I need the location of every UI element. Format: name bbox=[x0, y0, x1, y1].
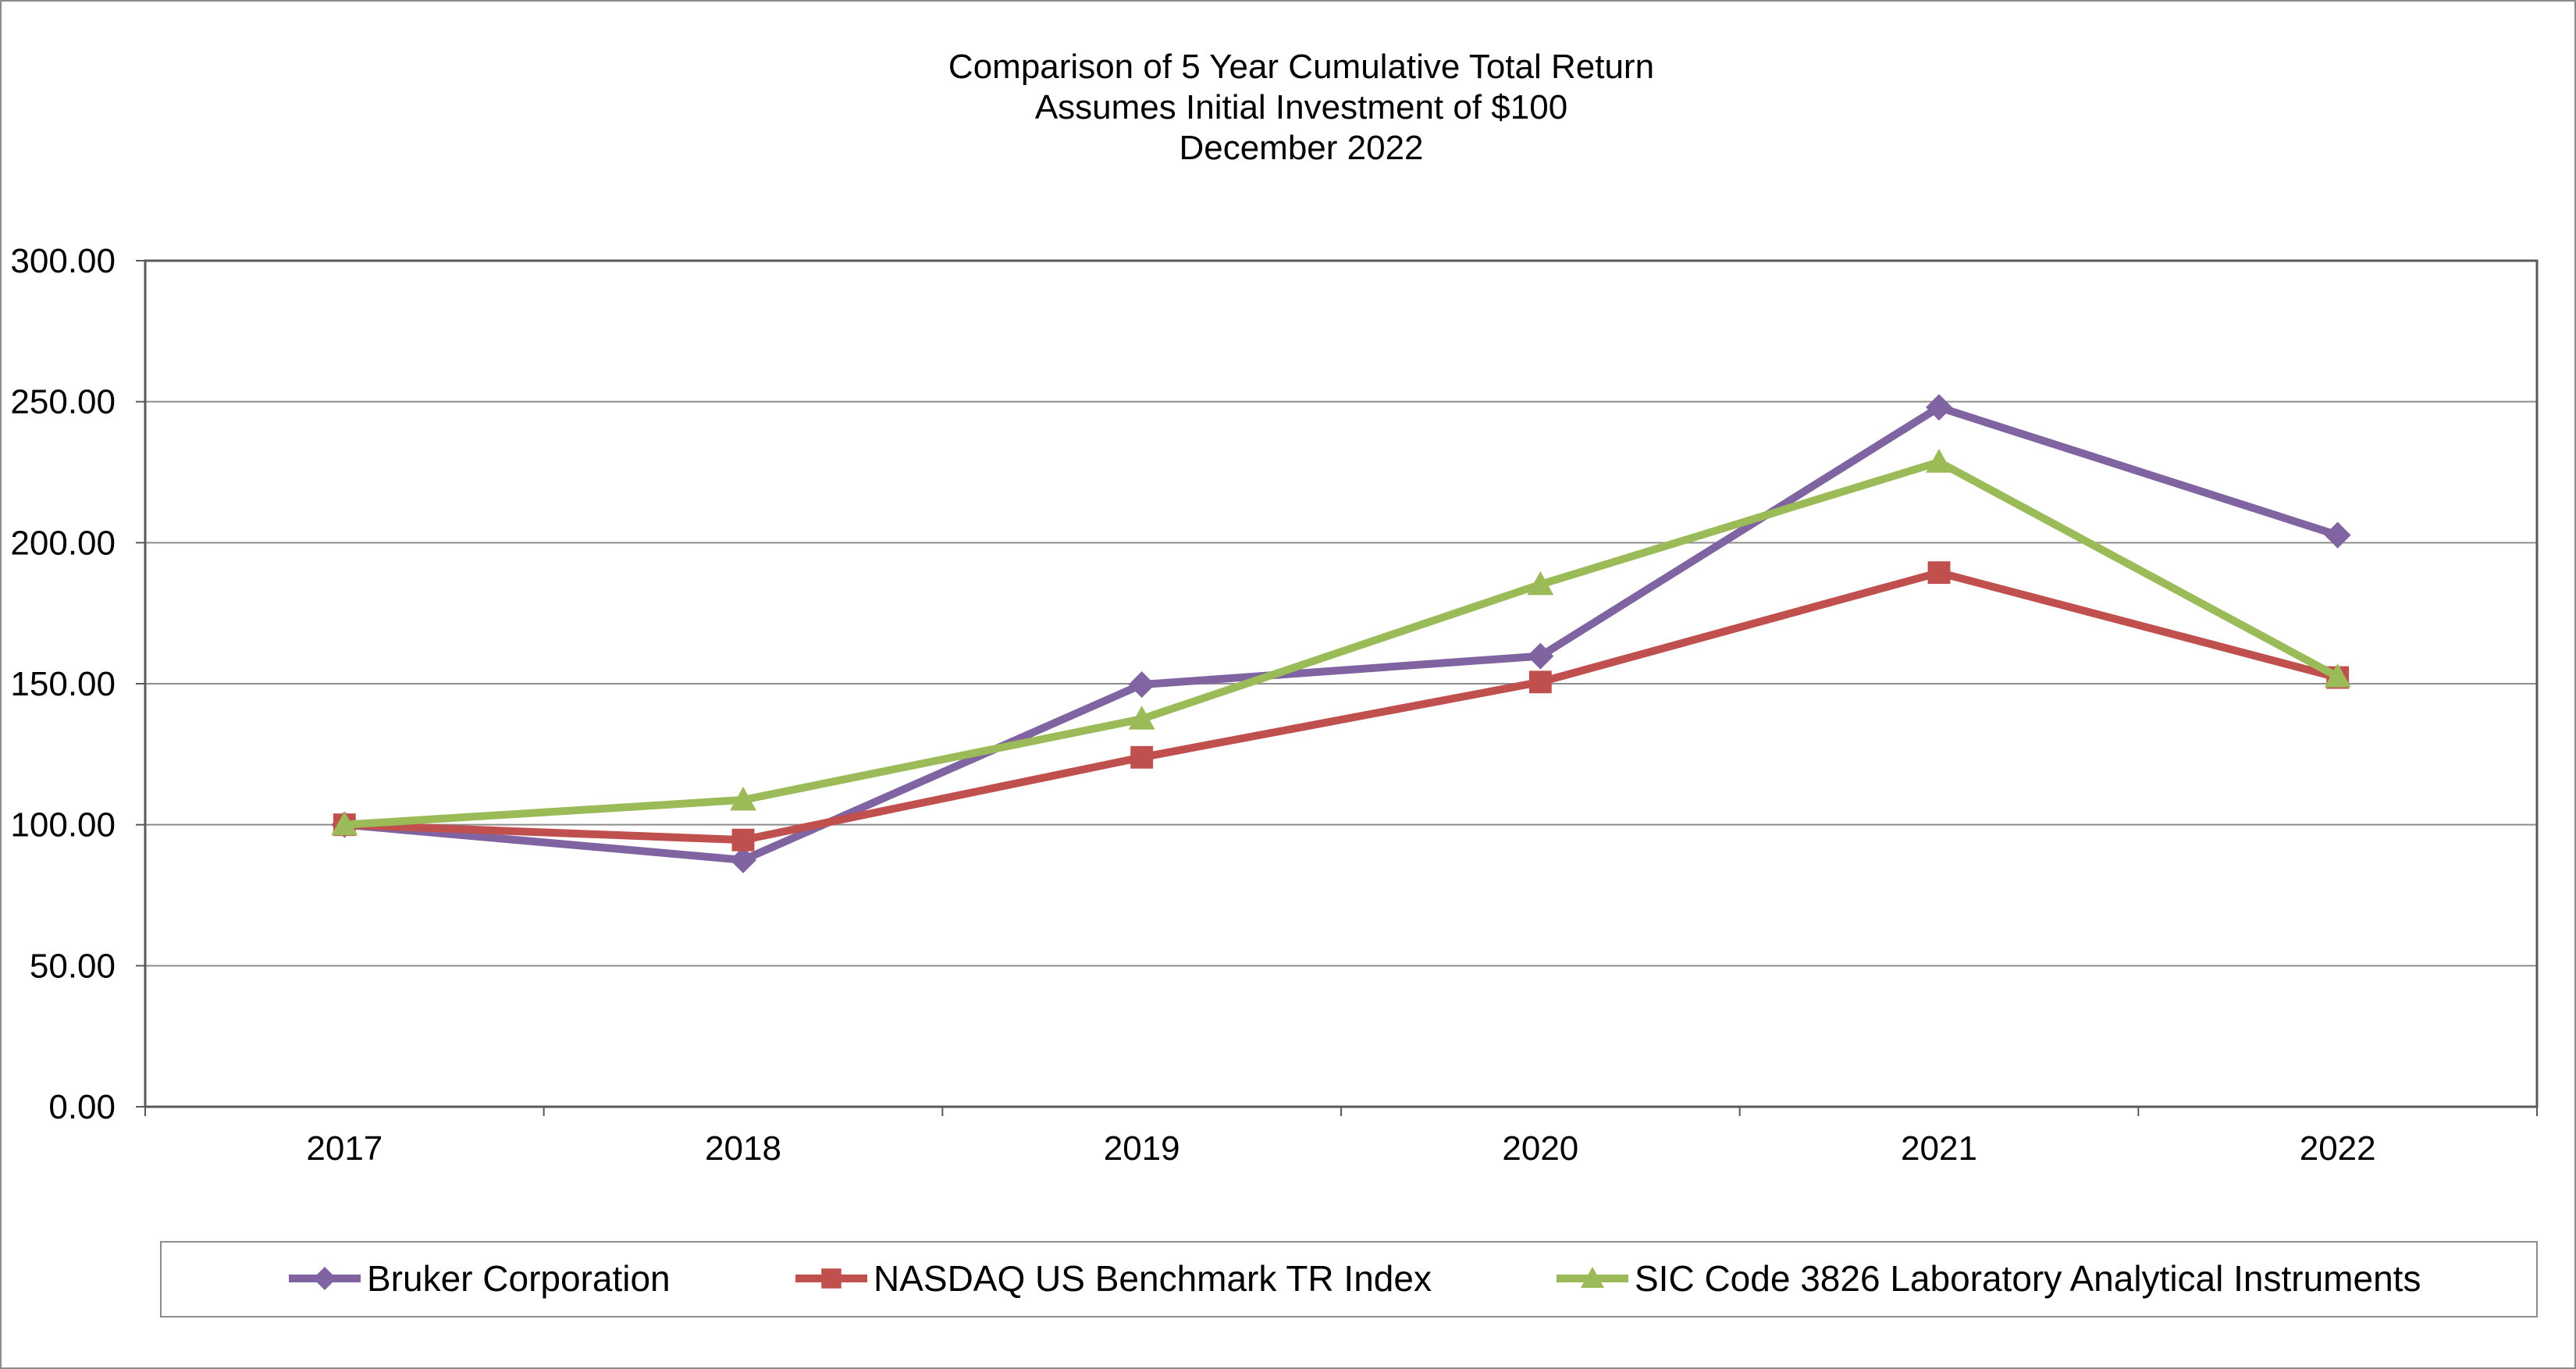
x-tick-label: 2022 bbox=[2300, 1129, 2376, 1168]
x-tick-label: 2019 bbox=[1104, 1129, 1180, 1168]
data-point bbox=[1927, 561, 1951, 585]
data-point bbox=[1926, 393, 1952, 421]
data-point bbox=[731, 828, 755, 852]
series-line bbox=[343, 403, 2339, 864]
legend-item-1: Bruker Corporation bbox=[289, 1258, 671, 1299]
data-point bbox=[1527, 642, 1554, 670]
legend-item-3: SIC Code 3826 Laboratory Analytical Inst… bbox=[1557, 1258, 2421, 1299]
y-tick-label: 150.00 bbox=[10, 665, 116, 703]
data-point bbox=[331, 811, 358, 836]
data-point bbox=[1130, 745, 1154, 769]
legend-swatch-marker bbox=[313, 1267, 336, 1290]
data-point bbox=[730, 846, 756, 873]
y-axis-ticks: 0.00 50.00 100.00 150.00 200.00 250.00 300.00 bbox=[10, 242, 145, 1126]
legend: Bruker Corporation NASDAQ US Benchmark TR… bbox=[160, 1241, 2538, 1317]
y-tick-label: 250.00 bbox=[10, 383, 116, 421]
data-point bbox=[1527, 571, 1554, 596]
x-tick-label: 2020 bbox=[1502, 1129, 1578, 1168]
data-point bbox=[2324, 663, 2351, 688]
data-point bbox=[730, 786, 756, 811]
chart-title-line-1: Comparison of 5 Year Cumulative Total Re… bbox=[948, 48, 1654, 86]
x-tick-label: 2021 bbox=[1901, 1129, 1977, 1168]
data-point bbox=[1528, 670, 1552, 694]
chart-title-line-3: December 2022 bbox=[1179, 129, 1423, 167]
legend-label: SIC Code 3826 Laboratory Analytical Inst… bbox=[1635, 1258, 2421, 1299]
legend-label: NASDAQ US Benchmark TR Index bbox=[873, 1258, 1432, 1299]
data-point bbox=[2324, 521, 2351, 549]
legend-swatch-marker bbox=[821, 1268, 841, 1289]
legend-box bbox=[160, 1241, 2538, 1317]
y-tick-label: 0.00 bbox=[48, 1088, 116, 1126]
data-point bbox=[1926, 448, 1952, 473]
series-line bbox=[344, 568, 2339, 845]
y-tick-label: 200.00 bbox=[10, 524, 116, 562]
gridlines bbox=[145, 400, 2537, 967]
series-lines bbox=[331, 393, 2351, 873]
chart-title: Comparison of 5 Year Cumulative Total Re… bbox=[948, 48, 1654, 167]
legend-item-2: NASDAQ US Benchmark TR Index bbox=[795, 1258, 1432, 1299]
series-3 bbox=[331, 448, 2351, 836]
chart-title-line-2: Assumes Initial Investment of $100 bbox=[1035, 88, 1567, 126]
data-point bbox=[1128, 706, 1155, 730]
legend-swatch-marker bbox=[1581, 1267, 1604, 1288]
x-axis-ticks: 2017 2018 2019 2020 2021 2022 bbox=[144, 1107, 2538, 1168]
data-point bbox=[1128, 671, 1155, 699]
series-line bbox=[344, 457, 2340, 829]
y-tick-label: 300.00 bbox=[10, 242, 116, 280]
x-tick-label: 2017 bbox=[306, 1129, 382, 1168]
y-tick-label: 50.00 bbox=[30, 947, 116, 985]
x-tick-label: 2018 bbox=[705, 1129, 781, 1168]
legend-label: Bruker Corporation bbox=[367, 1258, 671, 1299]
y-tick-label: 100.00 bbox=[10, 806, 116, 845]
series-1 bbox=[331, 393, 2351, 873]
